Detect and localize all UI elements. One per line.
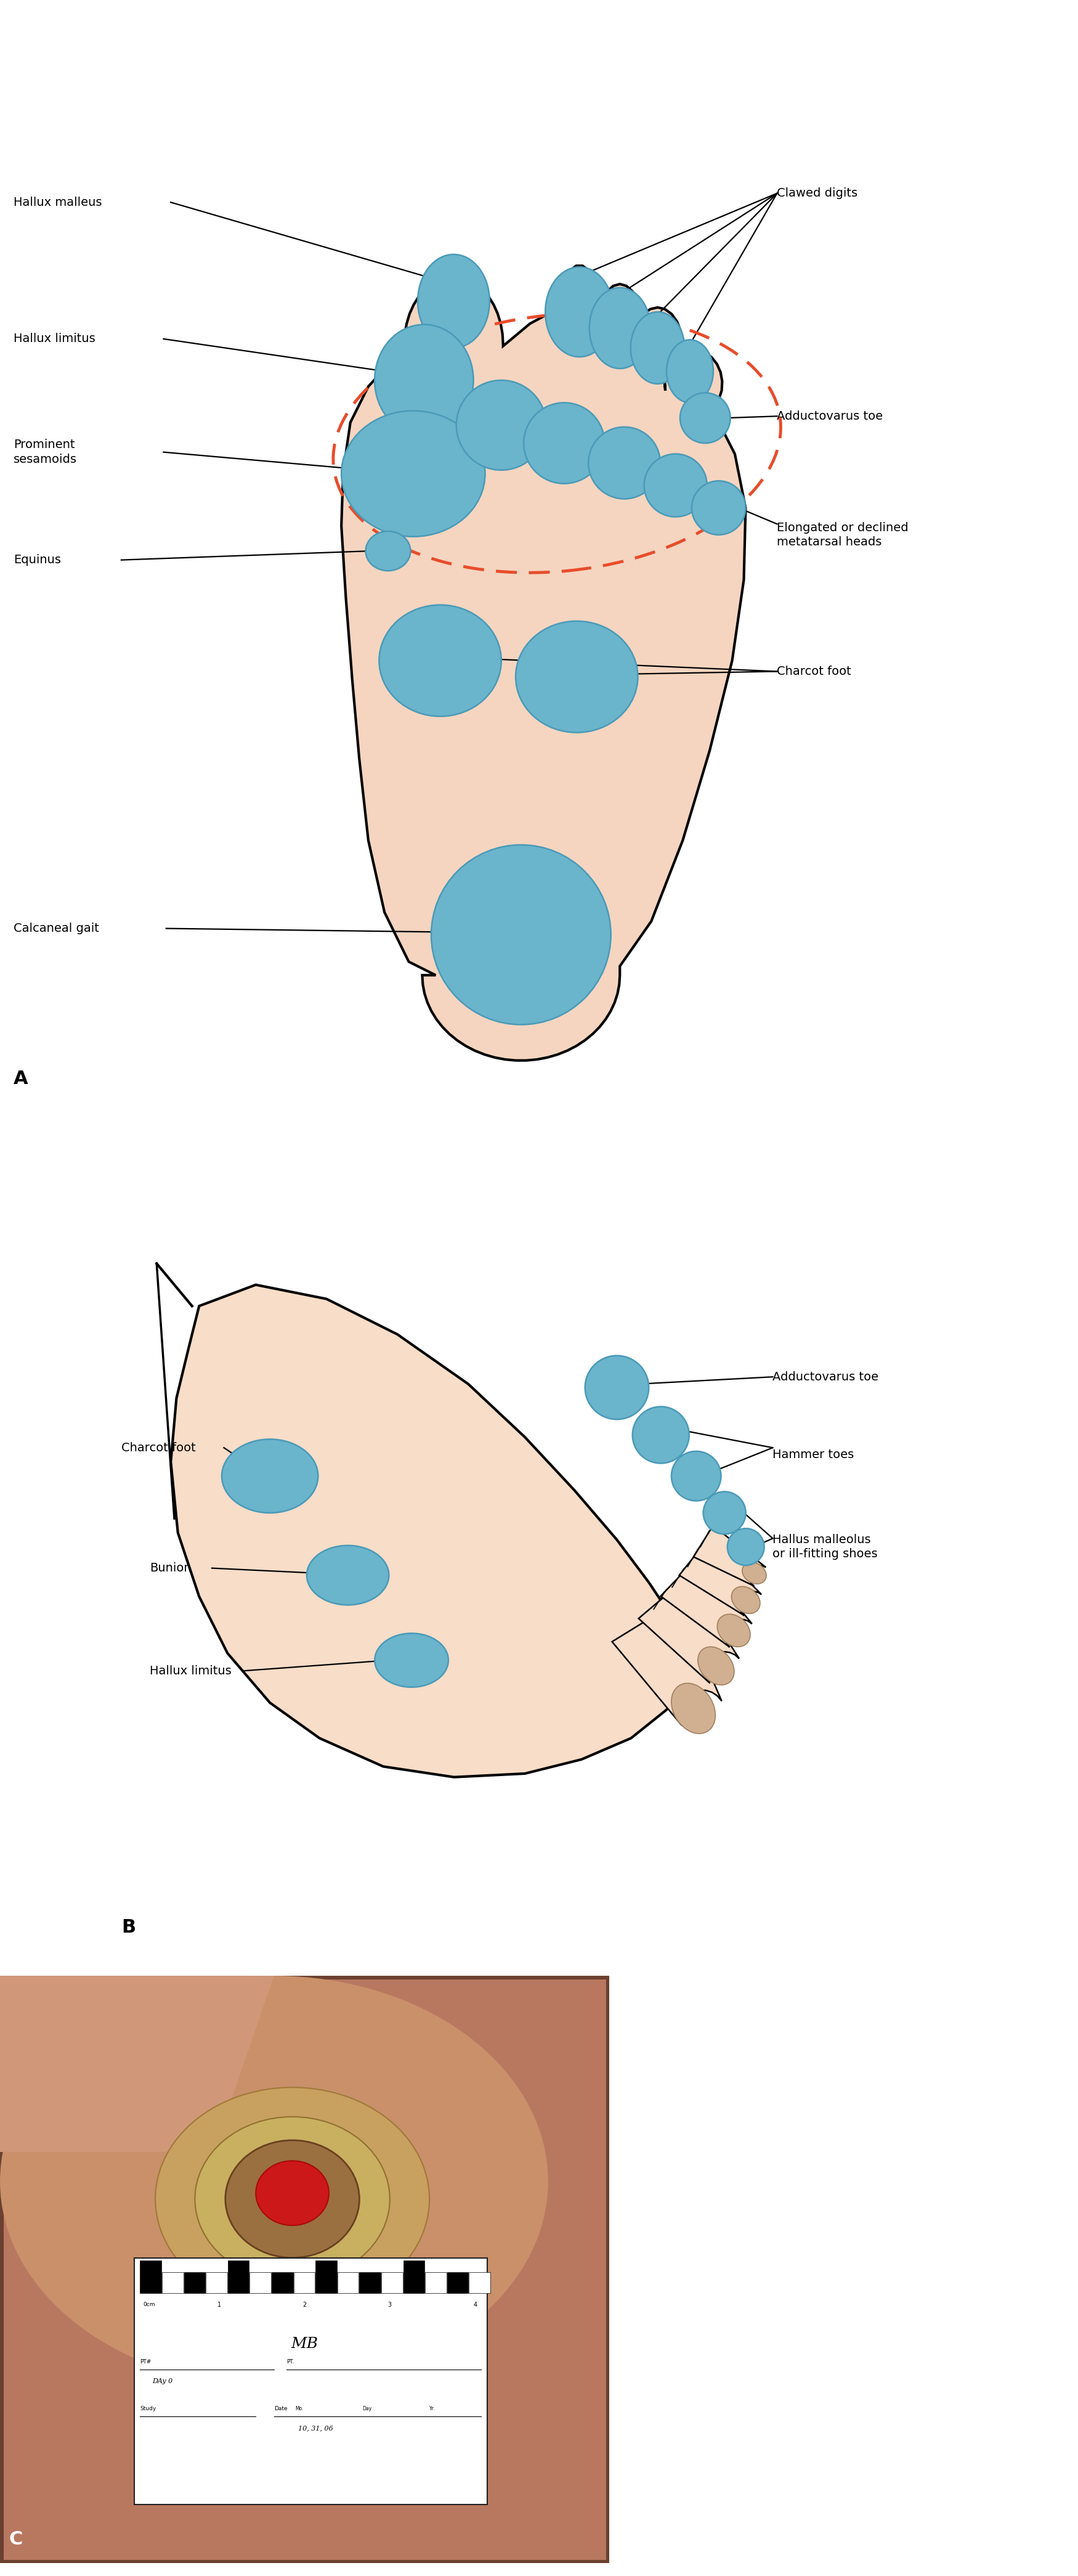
Ellipse shape [590,289,650,368]
Text: Mo.: Mo. [295,2406,304,2411]
Ellipse shape [515,621,638,732]
Ellipse shape [456,381,547,469]
Text: PT.: PT. [287,2360,294,2365]
Text: DAy 0: DAy 0 [152,2378,172,2385]
Bar [447,2272,468,2293]
Text: 3: 3 [388,2303,391,2308]
Bar [250,2272,271,2293]
Text: Hammer toes: Hammer toes [773,1448,854,1461]
Text: Prominent
sesamoids: Prominent sesamoids [13,438,77,466]
Text: 10, 31, 06: 10, 31, 06 [299,2424,333,2432]
Text: B: B [121,1919,136,1937]
Text: 4: 4 [473,2303,476,2308]
Bar [425,2272,446,2293]
Bar [206,2272,227,2293]
Text: Charcot foot: Charcot foot [777,665,852,677]
Ellipse shape [0,1976,549,2388]
Ellipse shape [431,845,611,1025]
Text: Study: Study [140,2406,156,2411]
Bar [359,2272,381,2293]
Bar [293,2272,315,2293]
Ellipse shape [375,325,473,435]
Polygon shape [679,1540,761,1615]
Text: Calcaneal gait: Calcaneal gait [13,922,99,935]
Ellipse shape [703,1492,746,1535]
Text: Hallux limitus: Hallux limitus [150,1664,232,1677]
Text: PT#: PT# [140,2360,151,2365]
Ellipse shape [225,2141,359,2257]
Text: Day: Day [362,2406,372,2411]
Text: Hallux malleus: Hallux malleus [13,196,101,209]
FancyBboxPatch shape [134,2257,487,2504]
Bar [184,2272,205,2293]
Text: MB: MB [291,2336,318,2352]
Ellipse shape [680,392,731,443]
Ellipse shape [644,453,707,518]
Polygon shape [693,1525,765,1587]
Bar [140,2262,162,2293]
Polygon shape [612,1600,722,1726]
Text: Equinus: Equinus [13,554,60,567]
Text: Adductovarus toe: Adductovarus toe [777,410,883,422]
Ellipse shape [375,1633,448,1687]
Polygon shape [638,1577,740,1682]
Text: C: C [9,2530,23,2548]
Text: Hallux limitus: Hallux limitus [13,332,95,345]
Ellipse shape [743,1561,766,1584]
Ellipse shape [155,2087,429,2311]
Ellipse shape [672,1682,716,1734]
Ellipse shape [342,410,485,536]
Ellipse shape [631,312,685,384]
Ellipse shape [717,1615,750,1646]
Text: Bunion: Bunion [150,1561,191,1574]
Ellipse shape [379,605,501,716]
Ellipse shape [732,1587,760,1613]
Bar [316,2262,336,2293]
Ellipse shape [524,402,605,484]
Ellipse shape [417,255,489,348]
Ellipse shape [589,428,660,500]
Ellipse shape [666,340,714,402]
Bar [272,2272,293,2293]
Ellipse shape [585,1355,649,1419]
Bar [227,2262,249,2293]
Polygon shape [661,1556,752,1646]
Ellipse shape [672,1450,721,1502]
Polygon shape [0,1976,274,2151]
Ellipse shape [545,268,613,358]
Polygon shape [342,265,746,1061]
Bar [162,2272,183,2293]
Ellipse shape [365,531,411,572]
Text: Charcot foot: Charcot foot [121,1443,195,1453]
Ellipse shape [692,482,746,536]
Text: 2: 2 [303,2303,306,2308]
Text: Clawed digits: Clawed digits [777,188,858,198]
Ellipse shape [307,1546,389,1605]
Text: 0cm: 0cm [143,2303,155,2308]
Ellipse shape [195,2117,390,2282]
Ellipse shape [633,1406,689,1463]
Text: Adductovarus toe: Adductovarus toe [773,1370,879,1383]
Text: 1: 1 [218,2303,221,2308]
Bar [469,2272,490,2293]
Bar [403,2262,425,2293]
Ellipse shape [728,1528,764,1566]
Polygon shape [170,1285,702,1777]
Ellipse shape [222,1440,318,1512]
Text: Date: Date [274,2406,288,2411]
Text: Hallus malleolus
or ill-fitting shoes: Hallus malleolus or ill-fitting shoes [773,1533,877,1561]
Text: Elongated or declined
metatarsal heads: Elongated or declined metatarsal heads [777,523,909,549]
Bar [337,2272,359,2293]
Text: Yr.: Yr. [429,2406,436,2411]
Ellipse shape [697,1646,734,1685]
Ellipse shape [255,2161,329,2226]
Text: A: A [13,1069,28,1087]
Bar [382,2272,402,2293]
